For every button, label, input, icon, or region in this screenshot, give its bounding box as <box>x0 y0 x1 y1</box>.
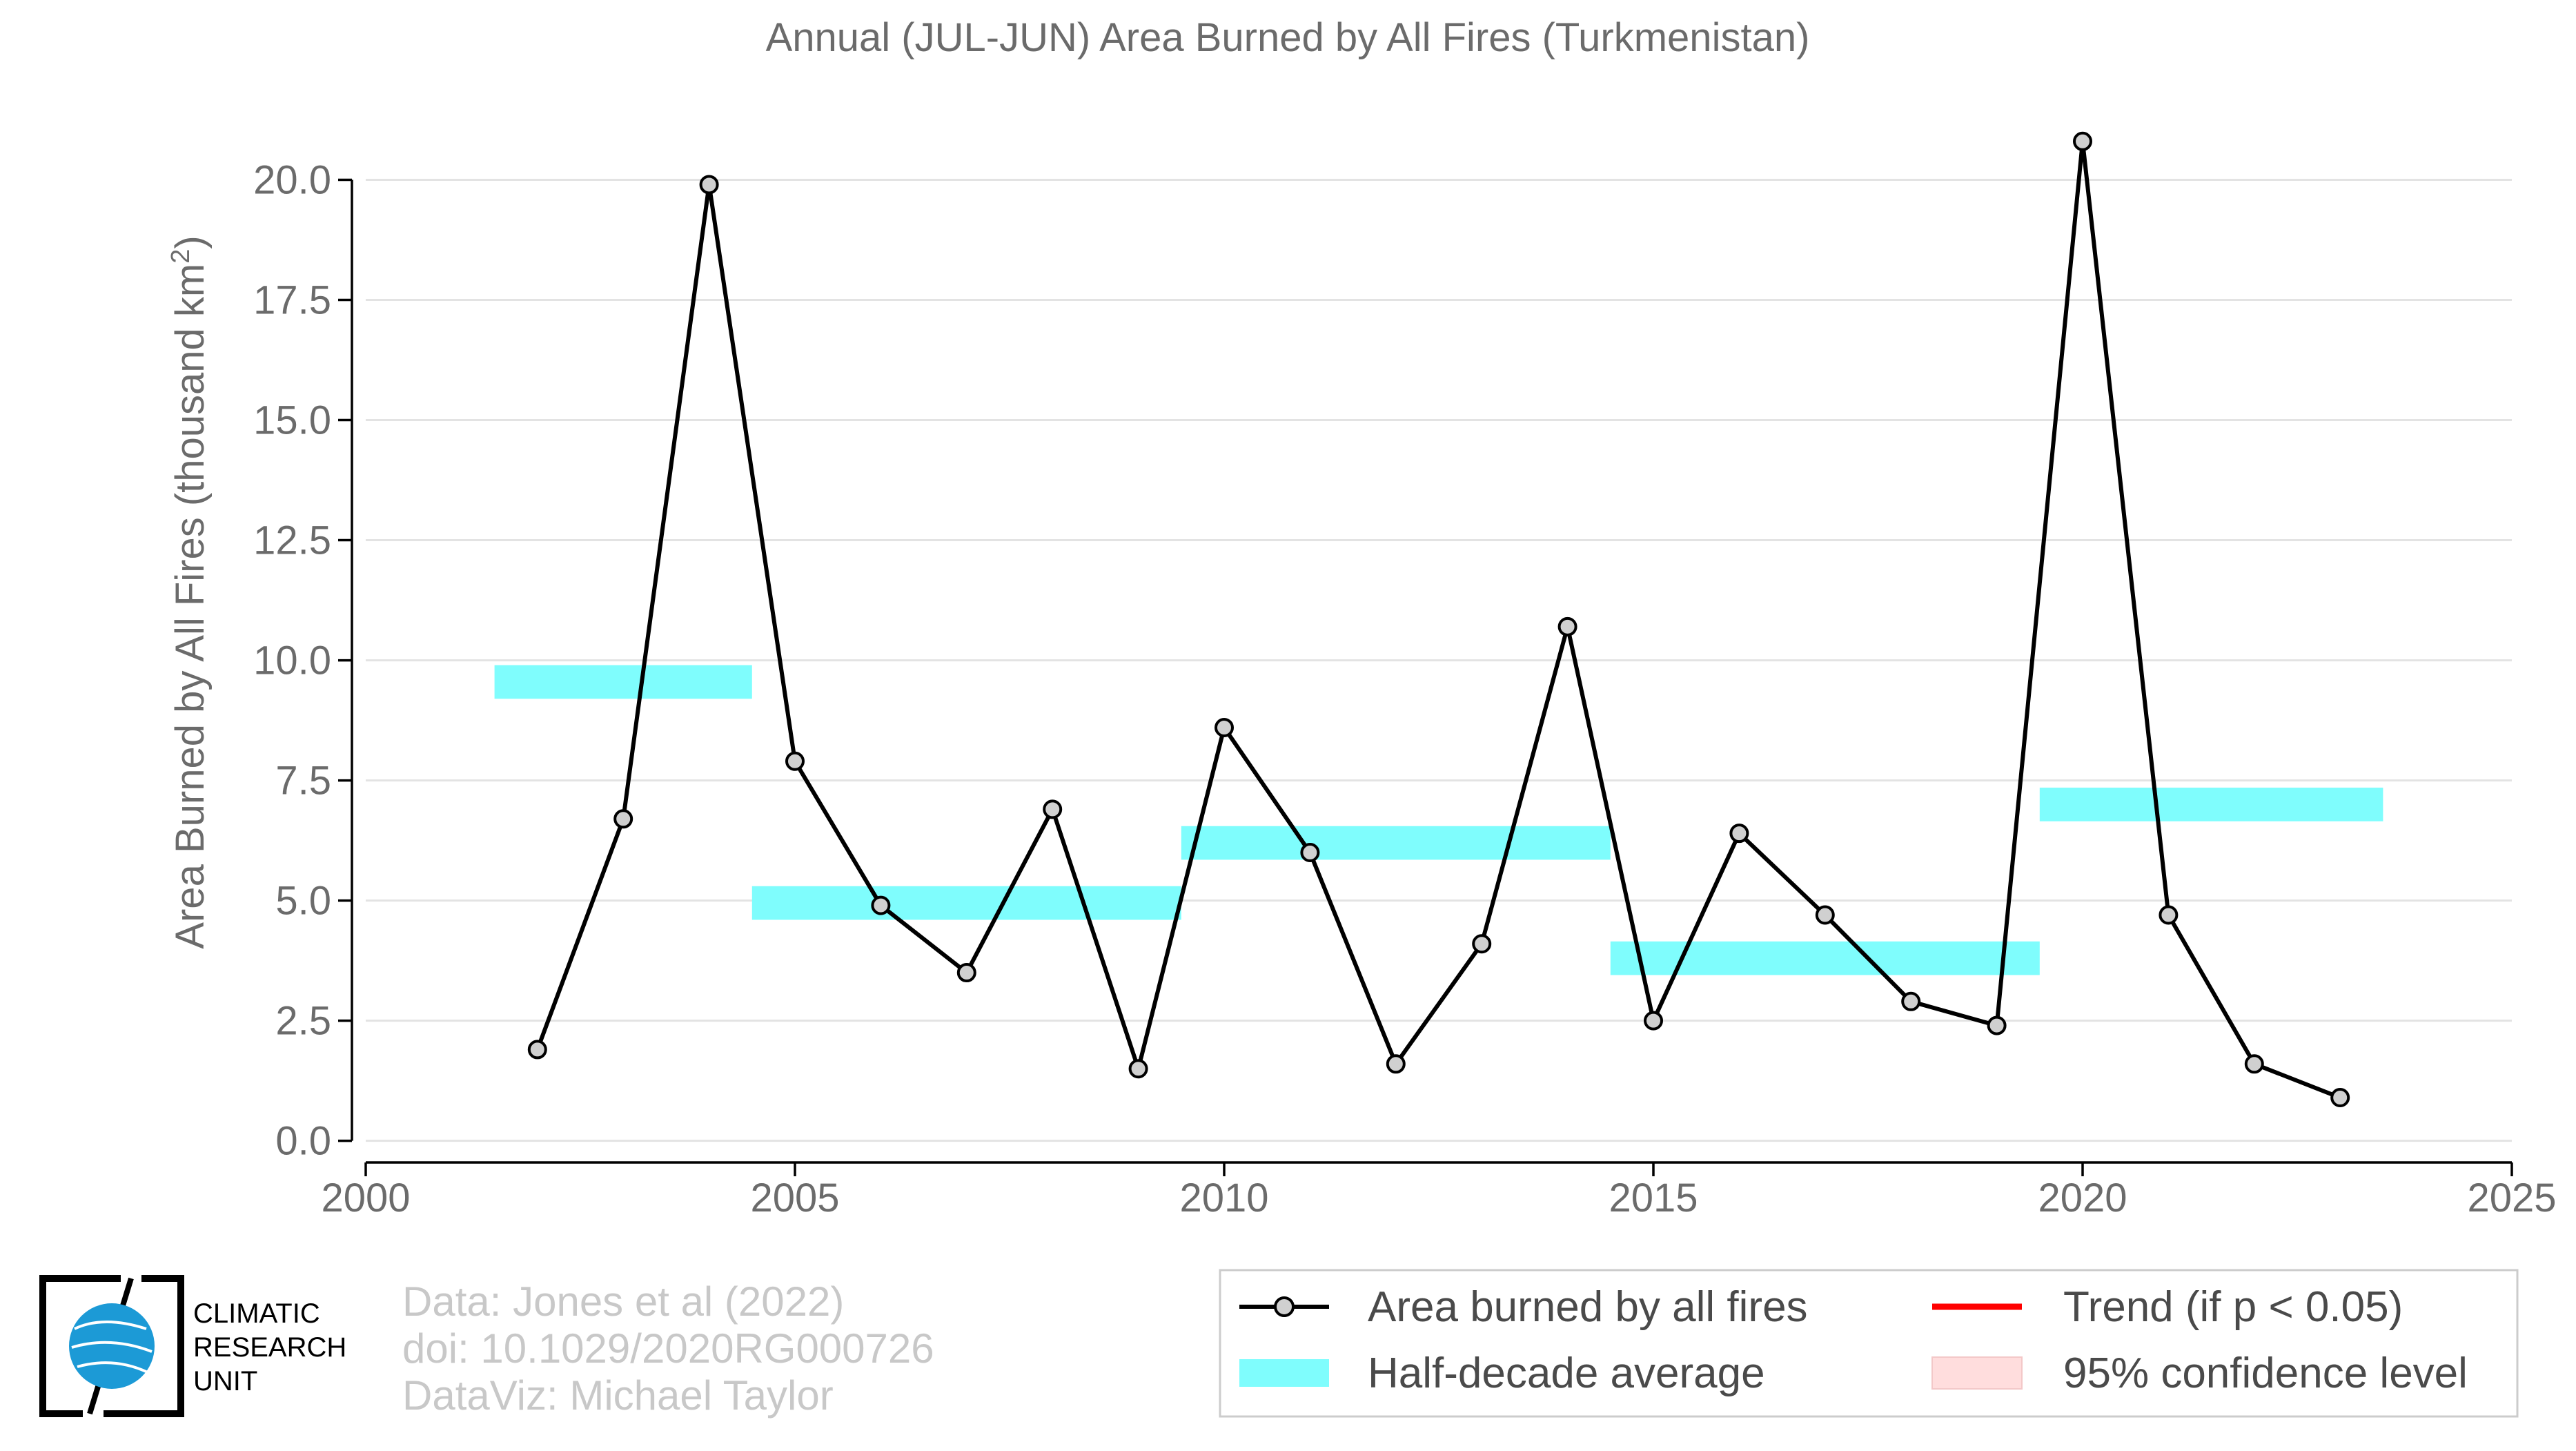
data-point <box>2159 905 2179 925</box>
x-tick-label: 2005 <box>750 1176 839 1220</box>
data-point <box>613 809 633 829</box>
y-tick-label: 15.0 <box>253 398 331 443</box>
y-tick-label: 2.5 <box>275 999 331 1044</box>
data-point <box>1987 1015 2007 1035</box>
half-decade-average-band <box>1181 826 1611 860</box>
legend-entry-area-burned: Area burned by all fires <box>1239 1283 1808 1331</box>
data-point <box>1557 616 1577 636</box>
data-point <box>2330 1088 2350 1108</box>
data-point <box>1043 799 1063 819</box>
globe-swirl-2 <box>71 1341 153 1353</box>
logo-bracket-right <box>104 1275 184 1417</box>
data-point <box>527 1040 547 1060</box>
legend-entry-confidence: 95% confidence level <box>1931 1350 2468 1397</box>
y-tick-label: 7.5 <box>275 759 331 804</box>
y-axis-label-main: Area Burned by All Fires (thousand km <box>168 264 213 949</box>
legend-entry-half-decade: Half-decade average <box>1239 1350 1765 1397</box>
globe-swirl-3 <box>77 1361 148 1374</box>
y-tick-label: 12.5 <box>253 518 331 563</box>
legend-marker-swatch <box>1274 1296 1295 1317</box>
grid-lines <box>366 178 2512 1142</box>
logo-text-research: RESEARCH <box>193 1332 346 1363</box>
series-line <box>535 139 2341 1100</box>
y-tick-label: 20.0 <box>253 157 331 202</box>
half-decade-average-band <box>751 886 1181 920</box>
data-point <box>1128 1059 1148 1079</box>
data-point <box>785 751 805 771</box>
x-tick-label: 2020 <box>2038 1176 2127 1220</box>
legend-label-trend: Trend (if p < 0.05) <box>2063 1283 2403 1331</box>
x-tick-label: 2010 <box>1179 1176 1268 1220</box>
legend: Area burned by all fires Trend (if p < 0… <box>1219 1269 2519 1418</box>
data-point <box>1386 1054 1406 1074</box>
half-decade-average-band <box>2039 788 2383 821</box>
data-point <box>2073 131 2092 151</box>
credit-data-source: Data: Jones et al (2022) <box>402 1278 844 1325</box>
logo-bracket-left <box>39 1275 121 1417</box>
legend-label-confidence: 95% confidence level <box>2063 1350 2468 1397</box>
data-point <box>1901 991 1921 1011</box>
legend-confidence-swatch <box>1931 1356 2023 1390</box>
legend-label-area-burned: Area burned by all fires <box>1368 1283 1808 1331</box>
legend-frame <box>1219 1269 2519 1418</box>
data-point <box>1472 934 1492 954</box>
y-axis-label-close: ) <box>168 235 213 249</box>
credits: Data: Jones et al (2022) doi: 10.1029/20… <box>402 1278 934 1419</box>
data-point <box>1215 718 1234 738</box>
logo-text-unit: UNIT <box>193 1366 257 1396</box>
legend-band-swatch <box>1239 1359 1329 1387</box>
y-tick-label: 17.5 <box>253 278 331 323</box>
data-point <box>1644 1011 1663 1031</box>
legend-label-half-decade: Half-decade average <box>1368 1350 1765 1397</box>
data-point <box>956 963 976 983</box>
y-axis-label: Area Burned by All Fires (thousand km2) <box>166 235 213 948</box>
y-tick-label: 10.0 <box>253 639 331 683</box>
y-axis-label-superscript: 2 <box>166 249 195 264</box>
x-tick-label: 2025 <box>2467 1176 2556 1220</box>
credit-dataviz: DataViz: Michael Taylor <box>402 1372 834 1419</box>
globe-swirl-1 <box>74 1321 147 1330</box>
y-tick-label: 5.0 <box>275 879 331 924</box>
data-point <box>2244 1054 2264 1074</box>
legend-entry-trend: Trend (if p < 0.05) <box>1932 1283 2403 1331</box>
data-point <box>871 895 891 915</box>
x-tick-label: 2015 <box>1609 1176 1698 1220</box>
x-tick-label: 2000 <box>321 1176 410 1220</box>
axes: 0.0 2.5 5.0 7.5 10.0 12.5 15.0 17.5 20.0 2000 2005… <box>253 157 2556 1220</box>
data-point <box>1300 843 1320 863</box>
credit-doi: doi: 10.1029/2020RG000726 <box>402 1325 934 1372</box>
cru-logo: CLIMATIC RESEARCH UNIT <box>39 1275 346 1417</box>
data-point <box>699 175 719 195</box>
half-decade-average-band <box>494 665 752 699</box>
half-decade-average-bands <box>494 665 2383 975</box>
data-point <box>1729 824 1749 844</box>
logo-text-climatic: CLIMATIC <box>193 1298 320 1329</box>
y-tick-label: 0.0 <box>275 1119 331 1164</box>
chart-title: Annual (JUL-JUN) Area Burned by All Fire… <box>766 15 1810 60</box>
data-point <box>1815 905 1835 925</box>
area-burned-series <box>527 131 2350 1108</box>
